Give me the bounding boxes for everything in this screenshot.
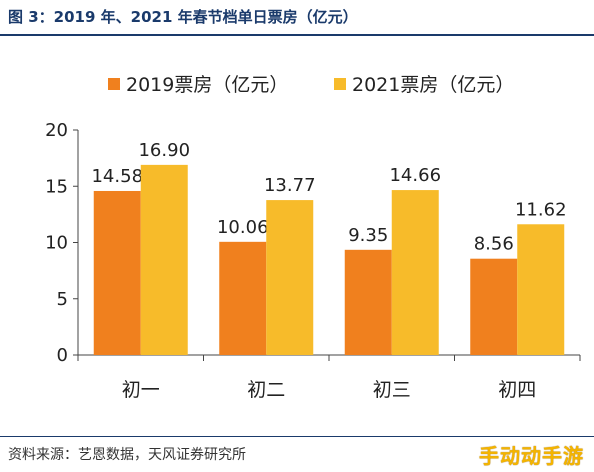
data-label: 9.35 <box>348 225 388 246</box>
bar-2019 <box>344 249 392 355</box>
bar-chart: 0 5 10 15 20 14.58 16.90 初一 10.06 13.77 初二 9.35 14.6… <box>45 120 581 401</box>
y-tick-label: 5 <box>57 289 68 310</box>
x-category-label: 初四 <box>498 379 536 401</box>
y-tick-label: 15 <box>45 176 68 197</box>
legend-label-2021: 2021票房（亿元） <box>352 74 515 96</box>
bar-2021 <box>517 224 565 355</box>
y-tick-label: 10 <box>45 233 68 254</box>
legend-item-2021: 2021票房（亿元） <box>334 70 514 97</box>
data-label: 10.06 <box>217 217 269 238</box>
y-tick-label: 20 <box>45 120 68 141</box>
data-label: 16.90 <box>138 140 190 161</box>
data-label: 13.77 <box>264 175 316 196</box>
watermark-logo: 手动动手游 <box>479 444 584 468</box>
x-category-label: 初一 <box>122 379 160 401</box>
source-note: 资料来源：艺恩数据，天风证券研究所 <box>8 447 246 463</box>
data-label: 11.62 <box>515 199 567 220</box>
bar-2021 <box>140 164 188 355</box>
bar-2019 <box>470 258 518 355</box>
x-category-label: 初二 <box>247 379 285 401</box>
bar-2019 <box>93 190 141 355</box>
data-label: 8.56 <box>474 234 514 255</box>
bar-2021 <box>266 200 314 355</box>
legend-label-2019: 2019票房（亿元） <box>126 74 289 96</box>
title-divider <box>0 34 594 36</box>
legend-item-2019: 2019票房（亿元） <box>108 70 288 97</box>
chart-title: 图 3：2019 年、2021 年春节档单日票房（亿元） <box>8 8 358 26</box>
x-category-label: 初三 <box>373 379 411 401</box>
data-label: 14.66 <box>389 165 441 186</box>
legend-swatch-2021 <box>334 77 346 90</box>
data-label: 14.58 <box>91 166 143 187</box>
legend-swatch-2019 <box>108 77 120 90</box>
bar-2021 <box>391 190 439 355</box>
legend: 2019票房（亿元） 2021票房（亿元） <box>0 70 594 96</box>
y-tick-label: 0 <box>57 345 68 366</box>
source-divider <box>0 436 594 437</box>
bar-2019 <box>219 241 267 355</box>
